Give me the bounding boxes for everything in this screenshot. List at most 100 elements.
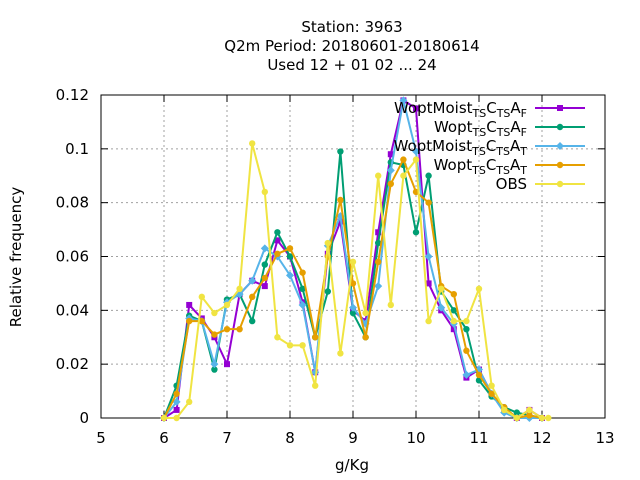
x-axis: 5 6 7 8 9 10 11 12 13	[96, 95, 615, 447]
data-point	[412, 156, 420, 163]
y-tick-label: 0.06	[56, 248, 89, 266]
chart-title: Station: 3963 Q2m Period: 20180601-20180…	[224, 18, 479, 74]
grid	[101, 95, 605, 418]
data-point	[337, 148, 344, 155]
legend-entry-2: WoptTSCTSAF	[434, 118, 585, 139]
x-tick-label: 6	[159, 429, 169, 447]
data-point	[513, 409, 520, 416]
data-point	[413, 105, 419, 112]
data-point	[400, 172, 407, 179]
legend-entry-3: WoptMoistTSCTSAT	[394, 137, 585, 158]
data-point	[399, 96, 408, 105]
series-5	[160, 140, 552, 422]
y-tick-label: 0.1	[65, 140, 89, 158]
data-point	[412, 147, 420, 156]
data-point	[198, 317, 205, 325]
legend-label: WoptTSCTSAF	[434, 118, 527, 139]
data-point	[545, 414, 552, 422]
legend-sample-marker	[557, 105, 563, 111]
data-point	[362, 334, 369, 341]
data-point	[261, 283, 268, 290]
data-point	[463, 347, 470, 354]
data-point	[425, 280, 432, 287]
data-point	[438, 285, 445, 292]
data-point	[501, 406, 508, 414]
data-point	[450, 290, 457, 298]
data-point	[249, 140, 256, 147]
x-tick-label: 8	[285, 429, 295, 447]
data-point	[299, 285, 306, 292]
data-point	[286, 245, 294, 252]
legend-entry-1: WoptMoistTSCTSAF	[394, 99, 585, 120]
data-point	[375, 258, 382, 266]
data-point	[362, 309, 369, 317]
data-point	[526, 406, 533, 414]
x-tick-label: 7	[222, 429, 232, 447]
data-point	[236, 285, 243, 292]
data-point	[475, 371, 483, 379]
x-tick-label: 9	[348, 429, 358, 447]
data-point	[425, 172, 432, 179]
data-point	[298, 300, 307, 309]
x-tick-label: 5	[96, 429, 106, 447]
data-point	[424, 252, 433, 261]
data-point	[312, 334, 319, 341]
data-point	[412, 229, 420, 236]
x-tick-label: 11	[469, 429, 488, 447]
data-point	[248, 276, 257, 285]
data-point	[210, 360, 219, 369]
data-point	[349, 303, 357, 312]
data-point	[349, 258, 357, 266]
y-tick-label: 0.12	[56, 86, 89, 104]
series-line	[163, 158, 543, 419]
data-point	[463, 317, 470, 325]
data-point	[274, 250, 281, 258]
data-point	[450, 317, 457, 325]
y-tick-label: 0	[79, 409, 89, 427]
legend-entry-5: OBS	[496, 175, 585, 193]
data-point	[211, 331, 218, 338]
legend-label: WoptTSCTSAT	[434, 156, 528, 177]
data-point	[386, 166, 395, 175]
data-point	[224, 361, 230, 368]
data-point	[261, 274, 268, 282]
data-point	[538, 414, 546, 422]
legend-sample-marker	[556, 180, 564, 188]
data-point	[172, 397, 181, 406]
data-point	[400, 156, 407, 163]
data-point	[374, 282, 383, 291]
data-point	[299, 342, 306, 349]
data-point	[488, 382, 495, 389]
data-point	[249, 293, 256, 301]
x-tick-label: 13	[595, 429, 614, 447]
x-tick-label: 12	[532, 429, 551, 447]
data-point	[463, 325, 470, 333]
data-point	[274, 334, 281, 341]
data-point	[186, 398, 193, 406]
data-point	[387, 301, 394, 309]
data-point	[261, 188, 268, 196]
data-point	[425, 317, 432, 325]
legend-label: WoptMoistTSCTSAT	[394, 137, 528, 158]
legend-entry-4: WoptTSCTSAT	[434, 156, 585, 177]
legend: WoptMoistTSCTSAFWoptTSCTSAFWoptMoistTSCT…	[394, 99, 585, 193]
y-axis: 0 0.02 0.04 0.06 0.08 0.1 0.12	[56, 86, 605, 427]
y-tick-label: 0.02	[56, 355, 89, 373]
data-point	[286, 342, 294, 349]
data-point	[260, 244, 269, 253]
y-axis-label: Relative frequency	[7, 187, 25, 328]
data-point	[450, 326, 457, 333]
data-point	[437, 303, 446, 312]
data-point	[513, 414, 520, 422]
legend-label: OBS	[496, 175, 527, 193]
data-point	[324, 239, 331, 247]
data-point	[387, 180, 394, 188]
data-point	[261, 261, 268, 268]
data-point	[198, 293, 205, 301]
data-point	[462, 370, 471, 379]
data-point	[375, 239, 382, 247]
data-point	[173, 406, 180, 413]
title-line-1: Station: 3963	[301, 18, 402, 36]
title-line-2: Q2m Period: 20180601-20180614	[224, 37, 479, 55]
